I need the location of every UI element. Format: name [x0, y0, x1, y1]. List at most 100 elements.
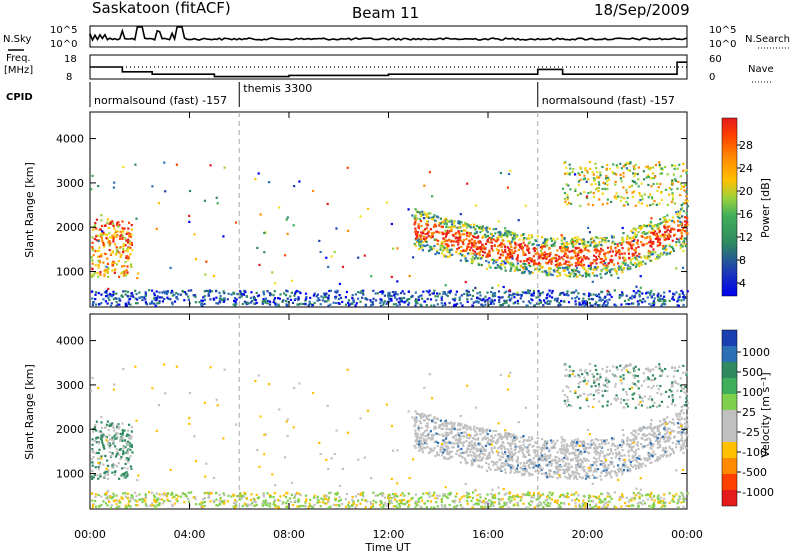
scatter-cell: [445, 246, 448, 249]
scatter-cell: [425, 240, 428, 244]
scatter-cell: [574, 242, 577, 245]
scatter-cell: [520, 234, 523, 237]
scatter-cell: [155, 299, 158, 302]
scatter-cell: [461, 233, 464, 236]
scatter-cell: [644, 502, 647, 505]
scatter-cell: [451, 500, 454, 503]
scatter-cell: [175, 493, 178, 497]
scatter-cell: [604, 240, 607, 244]
scatter-cell: [595, 262, 598, 265]
scatter-cell: [558, 459, 561, 462]
scatter-cell: [620, 303, 623, 306]
scatter-cell: [112, 238, 115, 241]
scatter-cell: [346, 166, 349, 169]
scatter-cell: [416, 210, 419, 213]
scatter-cell: [604, 262, 607, 265]
scatter-cell: [424, 213, 428, 216]
scatter-cell: [106, 472, 109, 475]
scatter-cell: [112, 442, 115, 445]
scatter-cell: [90, 458, 93, 461]
scatter-cell: [594, 259, 597, 262]
scatter-cell: [490, 438, 493, 441]
scatter-cell: [486, 240, 489, 243]
scatter-cell: [574, 240, 577, 243]
scatter-cell: [592, 495, 595, 498]
scatter-cell: [513, 240, 516, 243]
scatter-cell: [486, 255, 490, 258]
scatter-cell: [513, 234, 516, 237]
scatter-cell: [433, 225, 436, 228]
scatter-cell: [663, 238, 666, 241]
scatter-cell: [104, 454, 107, 458]
scatter-cell: [657, 299, 660, 302]
scatter-cell: [91, 241, 94, 244]
scatter-cell: [474, 236, 478, 239]
scatter-cell: [535, 504, 539, 507]
scatter-cell: [652, 229, 655, 232]
scatter-cell: [448, 301, 451, 305]
scatter-cell: [118, 303, 121, 306]
scatter-cell: [638, 264, 641, 268]
scatter-cell: [629, 237, 633, 240]
scatter-cell: [464, 257, 467, 260]
scatter-cell: [155, 290, 158, 293]
scatter-cell: [456, 302, 459, 305]
scatter-cell: [536, 446, 539, 449]
scatter-cell: [192, 294, 195, 297]
scatter-cell: [490, 233, 494, 236]
scatter-cell: [446, 248, 449, 251]
scatter-cell: [499, 498, 502, 501]
scatter-cell: [650, 289, 653, 292]
scatter-cell: [589, 261, 592, 265]
scatter-cell: [100, 253, 103, 256]
scatter-cell: [686, 422, 689, 425]
scatter-cell: [572, 270, 575, 273]
scatter-cell: [134, 163, 137, 166]
scatter-cell: [387, 494, 390, 497]
scatter-cell: [428, 293, 431, 296]
scatter-cell: [437, 441, 440, 444]
scatter-cell: [613, 303, 616, 306]
scatter-cell: [575, 257, 578, 260]
scatter-cell: [684, 498, 687, 501]
scatter-cell: [548, 267, 551, 270]
scatter-cell: [486, 226, 489, 229]
scatter-cell: [457, 221, 461, 224]
scatter-cell: [532, 290, 535, 293]
scatter-cell: [619, 173, 622, 176]
scatter-cell: [531, 501, 534, 504]
scatter-cell: [525, 266, 528, 269]
scatter-cell: [637, 230, 640, 234]
scatter-cell: [489, 300, 492, 303]
scatter-cell: [602, 469, 605, 472]
scatter-cell: [652, 202, 655, 205]
scatter-cell: [100, 504, 103, 507]
scatter-cell: [96, 249, 99, 252]
scatter-cell: [490, 460, 493, 463]
scatter-cell: [546, 447, 549, 450]
scatter-cell: [448, 492, 451, 495]
scatter-cell: [566, 196, 569, 199]
scatter-cell: [662, 247, 665, 250]
scatter-cell: [396, 293, 399, 296]
scatter-cell: [535, 248, 538, 251]
scatter-cell: [518, 440, 521, 443]
scatter-cell: [472, 226, 475, 229]
scatter-cell: [440, 454, 444, 457]
scatter-cell: [642, 170, 645, 173]
scatter-cell: [141, 501, 144, 504]
scatter-cell: [341, 502, 344, 506]
scatter-cell: [558, 495, 561, 498]
scatter-cell: [584, 302, 587, 305]
scatter-cell: [380, 299, 383, 303]
scatter-cell: [430, 246, 433, 249]
scatter-cell: [595, 438, 598, 441]
scatter-cell: [92, 228, 95, 231]
scatter-cell: [540, 270, 544, 273]
scatter-cell: [285, 491, 288, 494]
scatter-cell: [530, 257, 533, 260]
scatter-cell: [471, 260, 474, 264]
scatter-cell: [671, 196, 675, 199]
scatter-cell: [591, 298, 594, 301]
scatter-cell: [686, 200, 689, 203]
